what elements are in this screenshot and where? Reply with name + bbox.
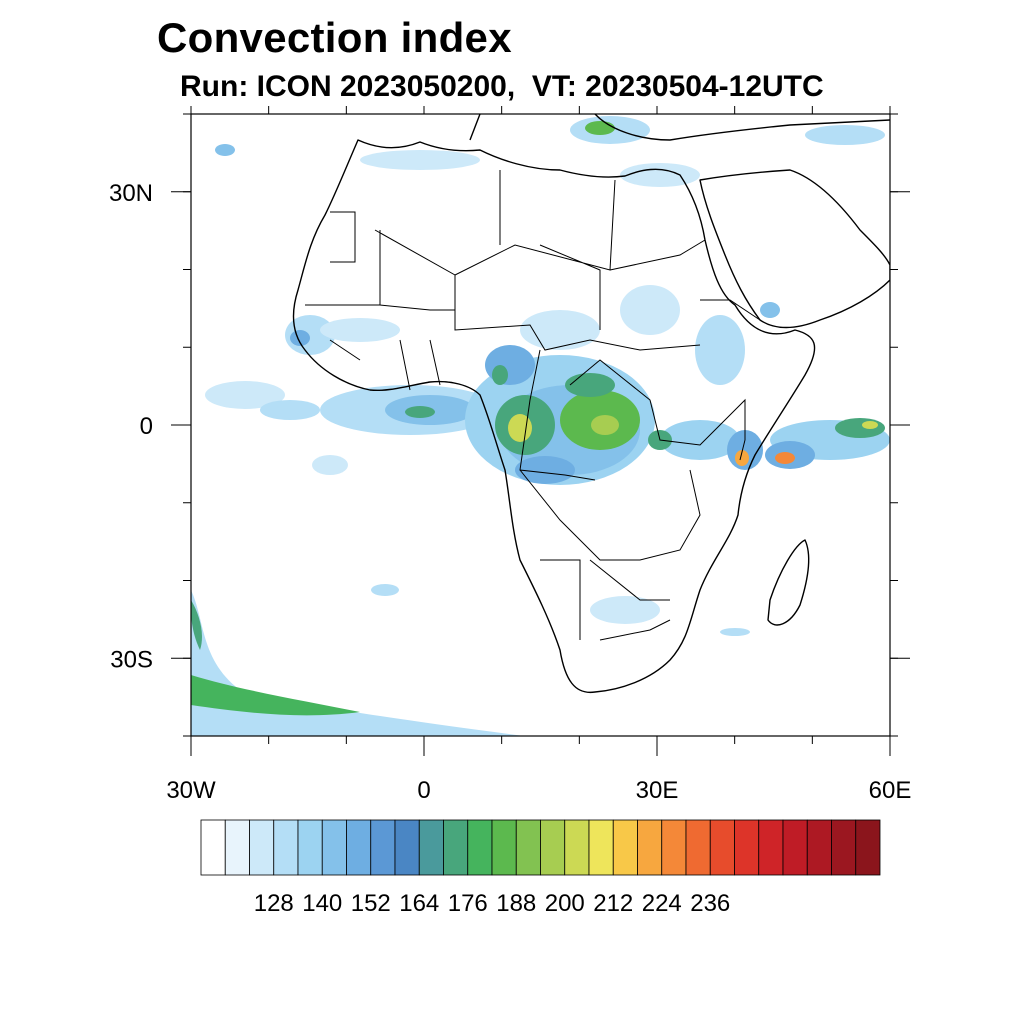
- colorbar-swatch: [321, 819, 347, 876]
- colorbar-label: 128: [254, 890, 294, 917]
- colorbar-swatch: [661, 819, 687, 876]
- lat-tick-label: 30N: [109, 180, 153, 207]
- colorbar-swatch: [273, 819, 299, 876]
- colorbar-swatch: [491, 819, 517, 876]
- colorbar-label: 236: [690, 890, 730, 917]
- colorbar-swatch: [200, 819, 226, 876]
- colorbar-swatch: [467, 819, 493, 876]
- colorbar-swatch: [249, 819, 275, 876]
- lon-tick-label: 60E: [869, 777, 912, 804]
- colorbar: 128 140 152 164 176 188 200 212 224 236: [200, 819, 881, 917]
- country-borders: [305, 170, 761, 641]
- colorbar-label: 200: [545, 890, 585, 917]
- colorbar-swatch: [855, 819, 881, 876]
- axis-ticks: 30N 0 30S 30W 0 30E 60E: [109, 106, 911, 804]
- colorbar-label: 140: [302, 890, 342, 917]
- colorbar-swatch: [734, 819, 760, 876]
- colorbar-swatch: [758, 819, 784, 876]
- lon-tick-label: 30E: [636, 777, 679, 804]
- lat-tick-label: 0: [140, 413, 153, 440]
- colorbar-swatch: [224, 819, 250, 876]
- colorbar-swatch: [297, 819, 323, 876]
- colorbar-swatch: [831, 819, 857, 876]
- colorbar-label: 224: [642, 890, 682, 917]
- colorbar-swatch: [806, 819, 832, 876]
- colorbar-swatch: [564, 819, 590, 876]
- colorbar-label: 164: [399, 890, 439, 917]
- convection-shading: [191, 116, 890, 736]
- colorbar-swatch: [637, 819, 663, 876]
- lat-tick-label: 30S: [110, 646, 153, 673]
- colorbar-swatch: [612, 819, 638, 876]
- colorbar-swatch: [394, 819, 420, 876]
- colorbar-swatch: [443, 819, 469, 876]
- colorbar-label: 152: [351, 890, 391, 917]
- colorbar-label: 212: [593, 890, 633, 917]
- colorbar-swatch: [709, 819, 735, 876]
- coastlines: [292, 114, 890, 694]
- colorbar-label: 188: [496, 890, 536, 917]
- colorbar-swatch: [685, 819, 711, 876]
- map-title: Convection index: [157, 14, 512, 61]
- map-subtitle: Run: ICON 2023050200, VT: 20230504-12UTC: [180, 70, 824, 103]
- colorbar-swatch: [370, 819, 396, 876]
- colorbar-swatch: [346, 819, 372, 876]
- colorbar-swatch: [515, 819, 541, 876]
- colorbar-label: 176: [448, 890, 488, 917]
- lon-tick-label: 30W: [166, 777, 216, 804]
- colorbar-swatch: [540, 819, 566, 876]
- colorbar-swatch: [418, 819, 444, 876]
- colorbar-swatch: [588, 819, 614, 876]
- colorbar-swatch: [782, 819, 808, 876]
- lon-tick-label: 0: [417, 777, 430, 804]
